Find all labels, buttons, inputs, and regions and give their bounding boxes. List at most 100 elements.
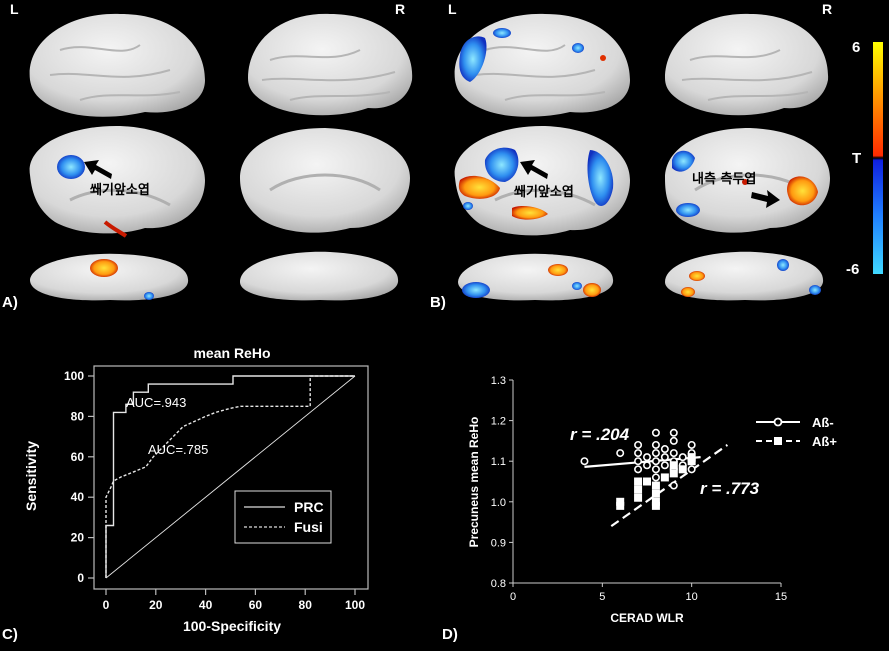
scatter-point-abeta-pos	[634, 493, 643, 502]
panel-a: L R 쐐기앞소엽 A)	[2, 1, 413, 311]
panel-b-hemi-left: L	[448, 1, 457, 17]
scatter-point-abeta-pos	[634, 477, 643, 486]
scatter-point-abeta-neg	[580, 457, 589, 466]
panel-d: 0 5 10 15 0.8 0.9 1.0 1.1 1.2 1.3 CERAD WLR Precu…	[442, 375, 837, 643]
colorbar-bottom-label: -6	[846, 261, 859, 278]
panel-b-brain-medial-right	[665, 128, 830, 233]
scatter-point-abeta-neg	[660, 445, 669, 454]
roc-xlabel: 100-Specificity	[183, 618, 281, 634]
scatter-point-abeta-neg	[651, 428, 660, 437]
panel-b-arrow-right	[751, 190, 780, 208]
scatter-point-abeta-neg	[669, 481, 678, 490]
panel-b: L R	[430, 1, 832, 311]
scatter-point-abeta-pos	[669, 461, 678, 470]
panel-a-brain-medial-right	[240, 128, 410, 233]
panel-a-arrow	[84, 160, 112, 179]
roc-plot-background	[93, 365, 369, 590]
scatter-legend-pos-marker	[774, 437, 782, 445]
roc-ytick-label: 40	[71, 490, 85, 504]
scatter-ytick-label: 1.0	[491, 497, 506, 509]
roc-reference-line	[105, 375, 356, 579]
panel-b-brain-medial-left	[454, 125, 630, 236]
roc-series-fusi-line	[105, 375, 355, 578]
panel-a-hemi-right: R	[395, 1, 405, 17]
roc-xtick-label: 20	[149, 598, 163, 612]
scatter-point-abeta-pos	[643, 477, 651, 486]
panel-b-brain-ventral-right	[665, 251, 824, 301]
scatter-ylabel: Precuneus mean ReHo	[467, 417, 481, 548]
scatter-point-abeta-neg	[687, 440, 696, 449]
scatter-point-abeta-neg	[616, 449, 625, 458]
colorbar: 6 T -6	[846, 39, 883, 278]
roc-legend-prc-label: PRC	[294, 499, 324, 515]
scatter-point-abeta-pos	[669, 469, 678, 478]
roc-ytick-label: 0	[77, 571, 84, 585]
colorbar-gradient	[873, 42, 883, 274]
panel-d-label: D)	[442, 626, 458, 643]
scatter-xtick-label: 15	[775, 591, 787, 603]
scatter-point-abeta-neg	[634, 449, 643, 458]
colorbar-top-label: 6	[852, 39, 860, 56]
roc-xtick-label: 60	[249, 598, 263, 612]
scatter-point-abeta-neg	[669, 428, 678, 437]
scatter-point-abeta-neg	[642, 461, 651, 470]
scatter-point-abeta-neg	[651, 457, 660, 466]
panel-a-precuneus-blob	[57, 155, 85, 179]
scatter-point-abeta-neg	[651, 473, 660, 482]
panel-a-brain-ventral-right	[240, 251, 399, 301]
panel-b-annotation-left: 쐐기앞소엽	[514, 184, 574, 200]
panel-b-hemi-right: R	[822, 1, 832, 17]
panel-b-brain-ventral-left	[458, 253, 614, 301]
scatter-point-abeta-neg	[687, 465, 696, 474]
scatter-point-abeta-neg	[660, 453, 669, 462]
scatter-point-abeta-neg	[651, 465, 660, 474]
panel-a-brain-lateral-right	[248, 13, 413, 116]
scatter-point-abeta-neg	[651, 440, 660, 449]
roc-xtick-label: 100	[345, 598, 365, 612]
scatter-legend-neg-label: Aß-	[812, 415, 834, 430]
roc-annotation-auc-prc: AUC=.943	[126, 395, 186, 410]
scatter-legend-pos-label: Aß+	[812, 434, 837, 449]
scatter-point-abeta-pos	[616, 501, 625, 510]
scatter-legend-neg-marker	[773, 417, 783, 427]
scatter-point-abeta-pos	[651, 481, 660, 490]
scatter-point-abeta-pos	[660, 473, 669, 482]
panel-a-label: A)	[2, 294, 18, 311]
scatter-point-abeta-pos	[651, 489, 660, 498]
panel-b-annotation-right: 내측 측두엽	[692, 171, 756, 187]
scatter-point-abeta-neg	[642, 453, 651, 462]
panel-a-brain-medial-left	[29, 125, 206, 238]
scatter-point-abeta-neg	[669, 436, 678, 445]
panel-a-hemi-left: L	[10, 1, 19, 17]
roc-annotation-auc-fusi: AUC=.785	[148, 442, 208, 457]
roc-title: mean ReHo	[193, 345, 270, 361]
panel-a-brain-ventral-left	[30, 253, 189, 301]
scatter-annotation-r-pos: r = .773	[700, 479, 760, 498]
roc-ytick-label: 60	[71, 450, 85, 464]
roc-legend: PRC Fusi	[234, 490, 332, 544]
roc-series-prc-line	[105, 375, 355, 578]
panel-b-brain-lateral-left	[454, 13, 630, 117]
panel-a-hot-blob	[90, 259, 118, 277]
scatter-point-abeta-neg	[651, 449, 660, 458]
scatter-marks: 0 5 10 15 0.8 0.9 1.0 1.1 1.2 1.3	[491, 375, 787, 603]
roc-xtick-label: 80	[299, 598, 313, 612]
roc-ytick-label: 100	[64, 369, 84, 383]
scatter-xtick-label: 0	[510, 591, 516, 603]
scatter-fit-line-abeta-pos	[610, 444, 729, 528]
scatter-ytick-label: 1.1	[491, 456, 506, 468]
panel-c-label: C)	[2, 626, 18, 643]
colorbar-mid-label: T	[852, 150, 861, 167]
roc-ylabel: Sensitivity	[23, 441, 39, 511]
roc-ytick-label: 80	[71, 409, 85, 423]
scatter-point-abeta-neg	[660, 461, 669, 470]
panel-c: 0 20 40 60 80 100 0 20 40 60 80 100 mean ReHo 100-S…	[2, 345, 369, 643]
scatter-ytick-label: 1.2	[491, 416, 506, 428]
roc-marks: 0 20 40 60 80 100 0 20 40 60 80 100	[64, 369, 365, 612]
panel-b-arrow-left	[520, 160, 548, 179]
scatter-point-abeta-pos	[687, 457, 696, 466]
roc-xtick-label: 40	[199, 598, 213, 612]
panel-a-annotation: 쐐기앞소엽	[90, 182, 150, 198]
panel-b-brain-lateral-right	[665, 13, 829, 116]
scatter-point-abeta-pos	[651, 497, 660, 506]
